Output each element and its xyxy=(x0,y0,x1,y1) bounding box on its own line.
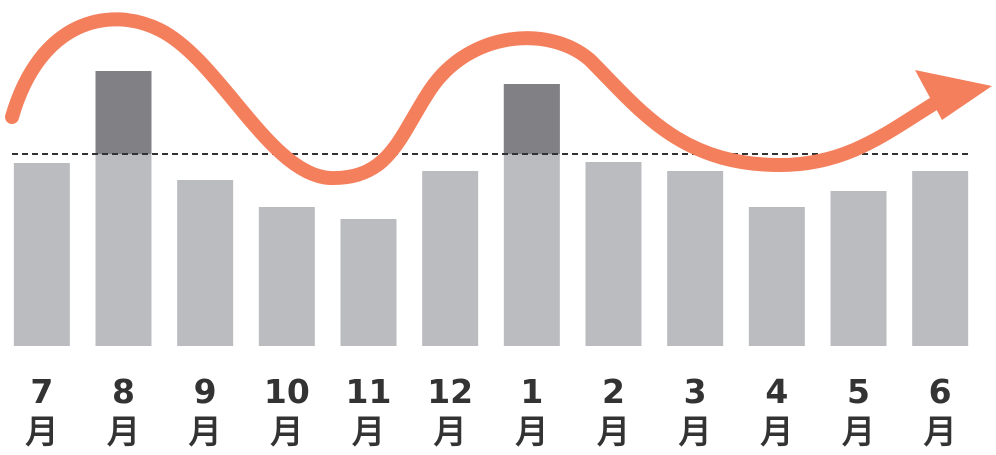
bar xyxy=(422,171,479,346)
x-tick-label: 5 月 xyxy=(842,372,875,451)
bar xyxy=(912,171,969,346)
bars xyxy=(13,71,969,346)
bar xyxy=(830,191,887,346)
bar xyxy=(177,180,234,346)
x-tick-label: 10 月 xyxy=(263,372,310,451)
x-tick-label: 2 月 xyxy=(597,372,630,451)
x-tick-label: 1 月 xyxy=(515,372,549,451)
trend-wave xyxy=(5,12,947,186)
bar xyxy=(748,207,805,346)
trend-arrowhead xyxy=(915,70,992,120)
bar xyxy=(13,163,70,346)
bar xyxy=(258,207,315,346)
x-tick-label: 9 月 xyxy=(188,372,222,451)
x-tick-label: 7 月 xyxy=(25,372,59,451)
x-tick-label: 12 月 xyxy=(427,372,474,451)
x-tick-label: 6 月 xyxy=(923,372,957,451)
x-tick-label: 4 月 xyxy=(760,372,794,451)
bar-highlight xyxy=(95,71,152,154)
x-tick-label: 3 月 xyxy=(678,372,712,451)
bar xyxy=(585,162,642,346)
bar-highlight xyxy=(503,84,560,154)
x-tick-label: 11 月 xyxy=(345,372,392,451)
bar xyxy=(340,219,397,346)
bar xyxy=(667,171,724,346)
x-tick-label: 8 月 xyxy=(107,372,140,451)
